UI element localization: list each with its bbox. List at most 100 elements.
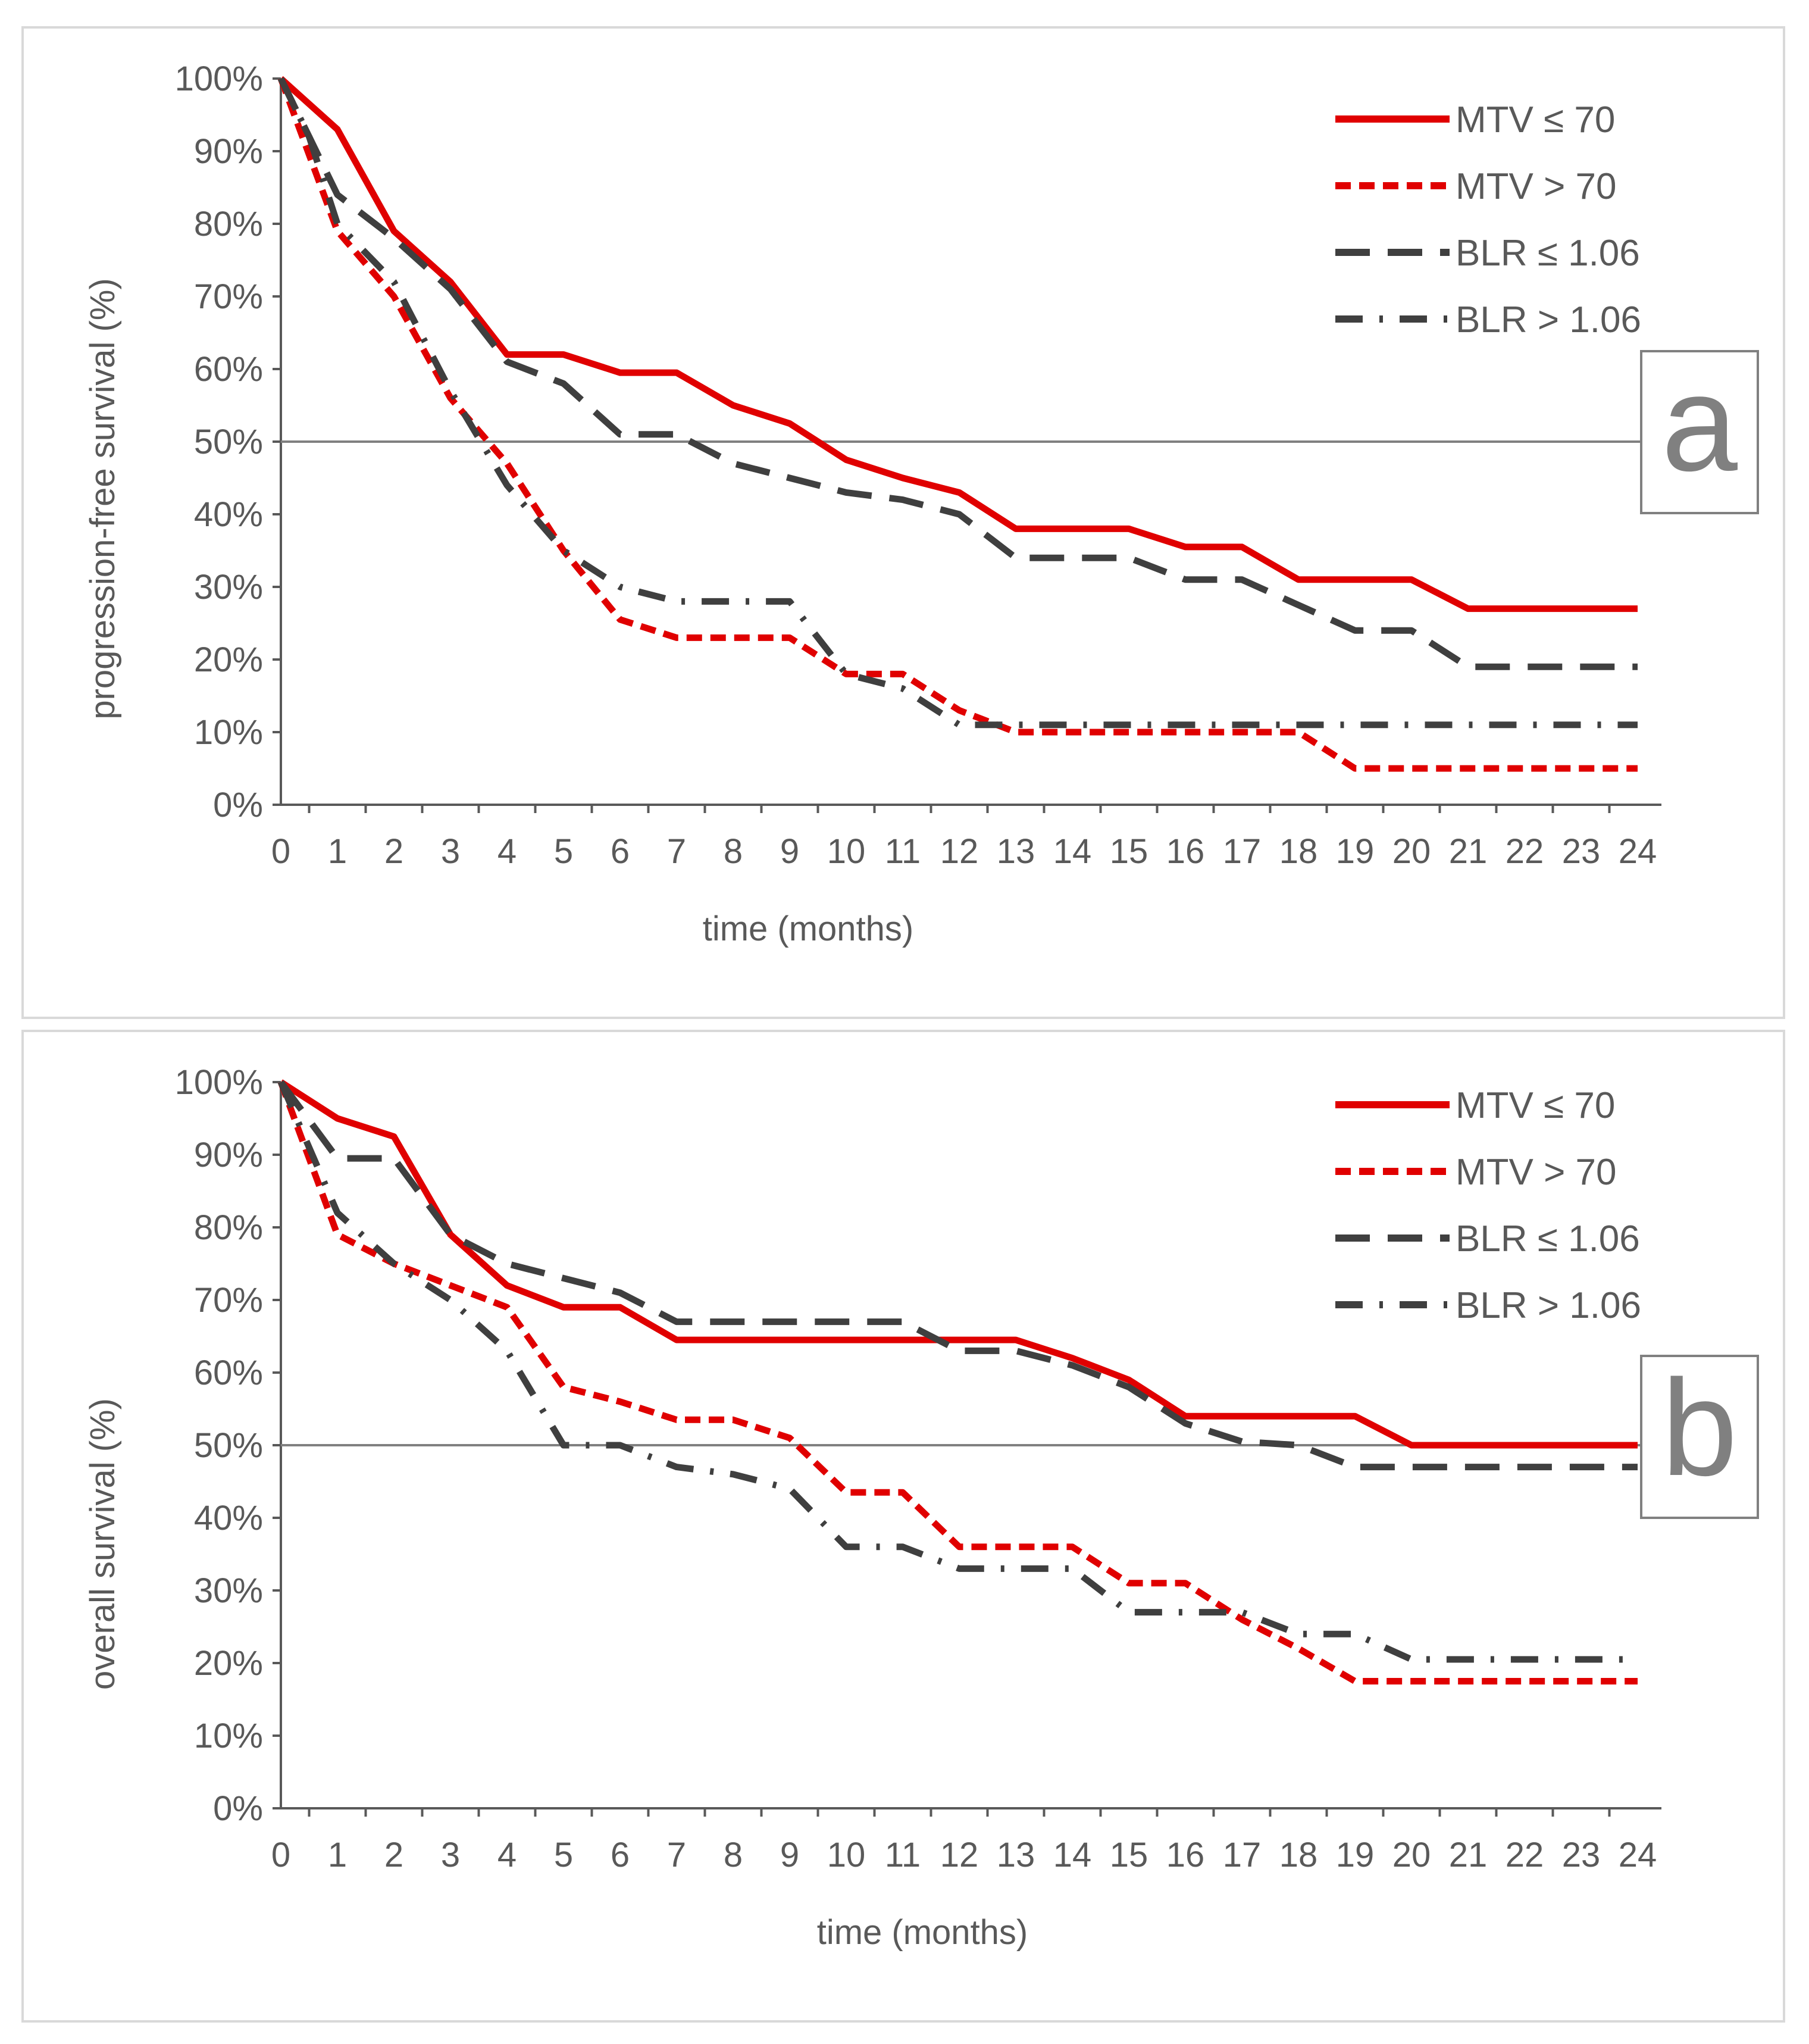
chart-b-series-line-3 — [278, 1080, 1638, 1471]
chart-a-y-tick-label: 20% — [194, 640, 263, 679]
chart-b-y-tick-label: 40% — [194, 1499, 263, 1537]
chart-a-panel-badge — [1640, 350, 1759, 514]
chart-a-x-axis-label: time (months) — [703, 910, 914, 948]
chart-b-series-line-2 — [277, 1081, 1638, 1684]
chart-b-x-tick-label: 17 — [1223, 1836, 1262, 1874]
chart-a-y-tick-label: 90% — [194, 132, 263, 171]
chart-a-series-line-1 — [278, 76, 1638, 612]
chart-a-y-tick-label: 100% — [175, 60, 263, 98]
chart-a-x-tick-label: 15 — [1110, 832, 1148, 871]
chart-b-x-tick-label: 7 — [667, 1836, 686, 1874]
chart-a-x-tick-label: 18 — [1279, 832, 1318, 871]
chart-b-legend-label-2: MTV > 70 — [1456, 1152, 1617, 1193]
chart-a-y-tick-label: 0% — [213, 786, 263, 824]
chart-b-y-tick-label: 100% — [175, 1063, 263, 1102]
chart-b-x-tick-label: 21 — [1449, 1836, 1488, 1874]
chart-a-series-line-2 — [277, 77, 1638, 772]
chart-b-x-tick-label: 19 — [1336, 1836, 1375, 1874]
chart-a-legend-label-3: BLR ≤ 1.06 — [1456, 233, 1640, 274]
chart-b-series-line-4 — [277, 1080, 1638, 1663]
chart-a-x-tick-label: 2 — [384, 832, 403, 871]
chart-b-x-tick-label: 23 — [1562, 1836, 1601, 1874]
chart-a-y-tick-label: 50% — [194, 423, 263, 461]
chart-a-y-tick-label: 40% — [194, 495, 263, 534]
chart-a-x-tick-label: 24 — [1619, 832, 1657, 871]
chart-a-y-tick-label: 60% — [194, 350, 263, 389]
chart-panel-a: 0% 10% 20% 30% 40% 50% 60% 70% 80% 90% 100% 0 1 2 3 4 5 6… — [21, 26, 1785, 1019]
chart-b-x-tick-label: 14 — [1053, 1836, 1092, 1874]
chart-b-x-tick-label: 0 — [271, 1836, 290, 1874]
chart-a-legend-label-1: MTV ≤ 70 — [1456, 99, 1615, 140]
chart-a-legend-label-2: MTV > 70 — [1456, 166, 1617, 207]
chart-b-series-line-1 — [279, 1079, 1638, 1449]
chart-b-x-tick-label: 6 — [611, 1836, 630, 1874]
chart-b-x-tick-label: 5 — [554, 1836, 573, 1874]
chart-b-y-tick-label: 50% — [194, 1426, 263, 1465]
chart-a-x-tick-label: 22 — [1506, 832, 1544, 871]
chart-b-y-tick-label: 80% — [194, 1208, 263, 1247]
chart-b-x-tick-label: 22 — [1506, 1836, 1544, 1874]
chart-a-x-tick-label: 8 — [724, 832, 743, 871]
chart-b-x-tick-label: 2 — [384, 1836, 403, 1874]
chart-b-x-tick-label: 3 — [441, 1836, 460, 1874]
chart-a-x-tick-label: 5 — [554, 832, 573, 871]
chart-b-x-tick-label: 9 — [780, 1836, 799, 1874]
chart-a-svg: 0%10%20%30%40%50%60%70%80%90%100%0 1 2 3 4 5 6… — [83, 60, 1759, 948]
chart-b-y-tick-label: 70% — [194, 1281, 263, 1320]
chart-a-y-tick-label: 30% — [194, 568, 263, 607]
chart-b-x-axis-label: time (months) — [817, 1913, 1028, 1952]
chart-b-y-tick-label: 90% — [194, 1136, 263, 1174]
chart-panel-b: 0% 10% 20% 30% 40% 50% 60% 70% 80% 90% 100% 0 1 2 3 4 5 6… — [21, 1030, 1785, 2023]
chart-a-panel-badge-label: a — [1661, 346, 1738, 499]
chart-a-x-tick-label: 20 — [1392, 832, 1431, 871]
chart-a-x-tick-label: 21 — [1449, 832, 1488, 871]
chart-a-x-tick-label: 19 — [1336, 832, 1375, 871]
chart-a-x-tick-label: 11 — [885, 832, 921, 871]
chart-b-x-tick-label: 24 — [1619, 1836, 1657, 1874]
chart-b-x-tick-label: 10 — [827, 1836, 866, 1874]
chart-b-legend-label-1: MTV ≤ 70 — [1456, 1085, 1615, 1126]
chart-b-x-tick-label: 20 — [1392, 1836, 1431, 1874]
chart-b-panel-badge — [1640, 1355, 1759, 1519]
chart-a-y-tick-label: 70% — [194, 277, 263, 316]
chart-b-panel-badge-label: b — [1661, 1351, 1738, 1504]
chart-a-x-tick-label: 6 — [611, 832, 630, 871]
chart-a-x-tick-label: 0 — [271, 832, 290, 871]
chart-b-y-tick-label: 20% — [194, 1644, 263, 1683]
chart-a-y-tick-label: 80% — [194, 205, 263, 243]
chart-b-y-axis-label: overall survival (%) — [83, 1398, 122, 1690]
chart-a-x-tick-label: 4 — [497, 832, 517, 871]
chart-b-x-tick-label: 8 — [724, 1836, 743, 1874]
chart-a-series-line-4 — [278, 77, 1638, 729]
chart-b-legend-label-4: BLR > 1.06 — [1456, 1285, 1641, 1326]
chart-a-x-tick-label: 7 — [667, 832, 686, 871]
chart-b-x-tick-label: 15 — [1110, 1836, 1148, 1874]
chart-b-x-tick-label: 12 — [940, 1836, 979, 1874]
chart-b-legend-label-3: BLR ≤ 1.06 — [1456, 1218, 1640, 1259]
chart-a-x-tick-label: 12 — [940, 832, 979, 871]
chart-b-x-tick-label: 11 — [885, 1836, 921, 1874]
chart-a-y-tick-label: 10% — [194, 713, 263, 752]
chart-a-legend-label-4: BLR > 1.06 — [1456, 299, 1641, 340]
chart-a-x-tick-label: 14 — [1053, 832, 1092, 871]
chart-b-y-tick-label: 10% — [194, 1717, 263, 1755]
chart-b-x-tick-label: 1 — [328, 1836, 347, 1874]
chart-a-x-tick-label: 23 — [1562, 832, 1601, 871]
chart-a-series-line-3 — [278, 77, 1638, 670]
chart-b-y-tick-label: 60% — [194, 1354, 263, 1392]
chart-a-x-tick-label: 3 — [441, 832, 460, 871]
chart-b-x-tick-label: 18 — [1279, 1836, 1318, 1874]
chart-a-x-tick-label: 17 — [1223, 832, 1262, 871]
chart-b-y-tick-label: 0% — [213, 1789, 263, 1828]
chart-a-x-tick-label: 9 — [780, 832, 799, 871]
chart-a-x-tick-label: 16 — [1166, 832, 1205, 871]
chart-b-svg: 0%10%20%30%40%50%60%70%80%90%100%0 1 2 3 4 5 6… — [83, 1063, 1759, 1952]
chart-a-x-tick-label: 13 — [997, 832, 1035, 871]
chart-a-x-tick-label: 1 — [328, 832, 347, 871]
chart-b-y-tick-label: 30% — [194, 1571, 263, 1610]
chart-b-x-tick-label: 16 — [1166, 1836, 1205, 1874]
chart-b-x-tick-label: 4 — [497, 1836, 517, 1874]
chart-a-y-axis-label: progression-free survival (%) — [83, 278, 122, 719]
chart-b-x-tick-label: 13 — [997, 1836, 1035, 1874]
chart-a-x-tick-label: 10 — [827, 832, 866, 871]
